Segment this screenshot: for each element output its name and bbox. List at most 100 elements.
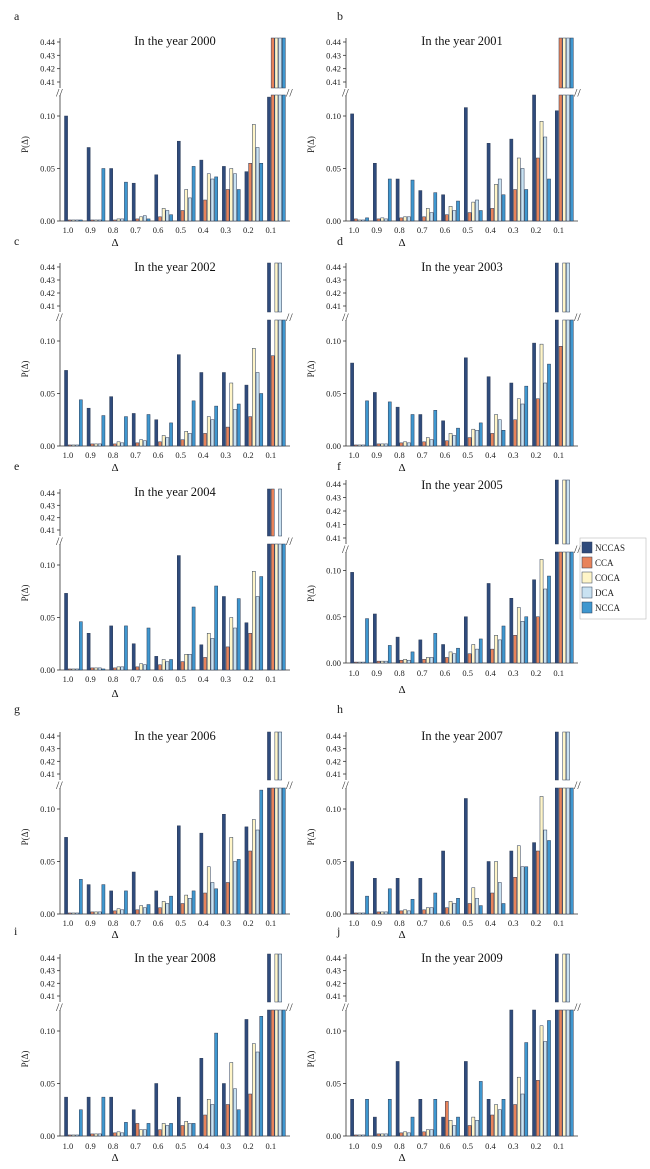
x-tick-label: 0.6 [153,918,164,928]
bar-dca-1.0 [75,1134,79,1137]
x-tick-label: 0.2 [531,918,542,928]
x-tick-label: 0.4 [198,918,209,928]
bar-dca-1.0 [75,219,79,222]
bar-dca-1.0 [75,668,79,671]
bar-dca-0.1 [566,319,570,447]
y-axis [343,732,347,915]
bar-cca-0.2 [535,157,540,222]
bar-dca-0.9 [97,1133,102,1137]
y-tick-label: 0.05 [40,164,55,174]
bar-dca-0.3 [520,168,525,222]
bar-ncca-0.2 [259,393,264,447]
panel-title: In the year 2004 [134,485,216,499]
bar-coca-0.1 [274,787,279,915]
bar-ncca-0.5 [191,166,196,222]
y-axis-label: P(Δ) [20,1051,30,1068]
bar-nccas-0.4 [199,644,204,671]
panel-title: In the year 2009 [421,951,503,965]
bar-dca-0.8 [120,909,125,915]
bar-coca-0.1-upper [274,37,279,89]
bar-cca-0.2 [535,616,540,664]
bar-nccas-1.0 [350,113,354,222]
x-tick-label: 0.8 [108,674,119,684]
bar-cca-0.8 [113,1132,117,1137]
x-tick-label: 0.3 [220,674,231,684]
bar-ncca-0.3 [524,1042,529,1137]
bar-ncca-0.5 [478,210,483,222]
bar-ncca-0.8 [124,181,128,222]
legend-item-ncca: NCCA [581,601,621,614]
bar-cca-0.2 [248,633,252,671]
bar-coca-0.6 [448,206,453,222]
bar-nccas-0.4 [486,1099,491,1137]
bar-coca-0.8 [116,1131,121,1137]
bar-coca-1.0 [357,444,362,447]
bar-ncca-0.5 [191,400,196,447]
bar-coca-0.2 [539,1025,544,1137]
axis-break-mark: // [56,534,63,548]
bar-coca-0.4 [206,633,211,671]
bar-dca-0.6 [165,1125,170,1137]
bar-cca-0.2 [248,1093,252,1137]
bar-coca-0.1-upper [562,37,567,89]
bar-dca-0.8 [406,442,411,447]
y-axis [343,480,347,664]
bar-cca-0.6 [158,907,162,915]
x-axis-label: Δ [398,929,405,941]
y-axis-label: P(Δ) [20,136,30,153]
bar-ncca-0.4 [214,405,218,447]
bar-nccas-0.6 [441,850,445,915]
y-tick-label: 0.05 [326,1079,341,1089]
bar-coca-0.5 [184,894,188,915]
bar-dca-0.4 [497,639,502,664]
x-tick-label: 0.8 [394,668,405,678]
bar-coca-0.9 [94,1133,98,1137]
bar-ncca-0.8 [410,179,415,222]
bar-coca-0.4 [206,866,211,915]
bar-cca-0.8 [113,910,117,915]
bar-cca-0.3 [513,419,517,447]
y-tick-label: 0.42 [40,288,55,298]
bar-nccas-1.0 [350,362,354,447]
x-tick-label: 0.7 [130,1141,141,1151]
x-tick-label: 0.2 [243,225,254,235]
x-tick-label: 0.3 [508,225,519,235]
y-tick-label: 0.10 [326,336,341,346]
legend-item-cca: CCA [581,556,614,569]
bar-nccas-0.2 [532,842,536,915]
x-tick-label: 0.4 [485,918,496,928]
panel-h: h In the year 2007 // // 0.00 0.05 0.10 0.41 0.4… [306,702,581,941]
bar-cca-0.8 [399,442,404,447]
bar-cca-0.5 [180,439,185,447]
y-tick-label: 0.41 [40,991,55,1001]
bar-dca-0.6 [452,653,457,664]
bar-ncca-0.2 [259,789,264,915]
bar-dca-1.0 [361,444,366,447]
bar-ncca-0.3 [236,1109,241,1137]
y-axis [57,954,61,1137]
bar-nccas-0.2 [532,342,536,447]
bar-cca-0.2 [248,163,252,222]
x-tick-label: 0.4 [485,450,496,460]
bar-ncca-0.2 [547,363,551,447]
bar-dca-0.1 [278,787,282,915]
legend-swatch [581,556,593,569]
bar-dca-0.7 [143,1129,147,1137]
bar-cca-0.7 [422,659,426,664]
bar-coca-0.1-upper [562,262,567,313]
x-tick-label: 0.9 [371,225,382,235]
y-tick-label: 0.00 [326,441,341,451]
axis-break-mark: // [342,1000,349,1014]
y-tick-label: 0.42 [40,756,55,766]
bar-cca-0.4 [203,433,207,447]
bar-nccas-0.1-upper [267,262,271,313]
bar-nccas-0.9 [86,884,91,915]
x-tick-label: 1.0 [349,450,360,460]
bar-cca-0.1 [558,1009,563,1137]
bar-cca-0.7 [135,218,140,222]
bar-cca-1.0 [354,218,358,222]
y-tick-label: 0.05 [326,164,341,174]
x-tick-label: 0.5 [462,1141,473,1151]
x-tick-label: 0.6 [153,450,164,460]
y-tick-label: 0.44 [326,37,342,47]
